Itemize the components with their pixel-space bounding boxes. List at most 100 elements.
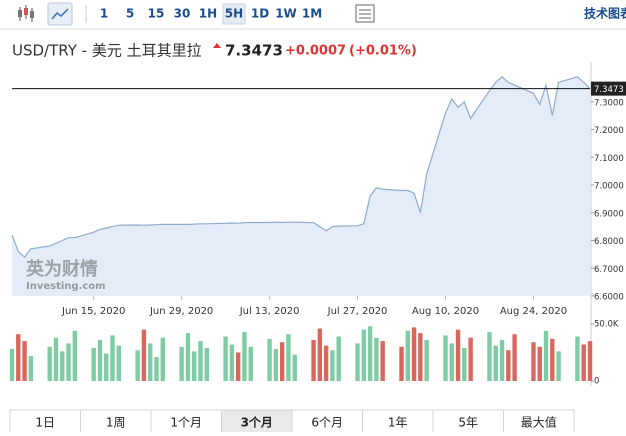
volume-bar [455,329,461,381]
volume-bar [66,343,71,381]
interval-button[interactable]: 1 [100,7,108,21]
volume-bar [22,341,27,381]
y-tick-label: 7.0000 [594,182,624,192]
interval-button[interactable]: 5 [126,7,134,21]
range-tab-selected[interactable] [221,409,293,435]
instrument-title: USD/TRY - 美元 土耳其里拉 [12,42,202,60]
x-tick-label: Jul 13, 2020 [239,306,300,317]
range-tabs: 1日 1周 1个月 3个月 6个月 1年 5年 最大值 [9,409,575,435]
range-tab-label[interactable]: 1年 [388,416,408,430]
volume-bar [581,344,586,381]
last-price: 7.3473 [225,42,283,60]
range-tab-label[interactable]: 最大值 [521,415,557,430]
price-area [12,76,590,296]
volume-bar [323,345,329,381]
y-tick-label: 6.8000 [594,237,624,247]
last-price-box [591,81,626,96]
volume-bar [185,333,191,381]
interval-button[interactable]: 30 [174,7,191,21]
volume-bar [543,330,549,381]
volume-bar [9,349,15,381]
chart: 6.6000 6.7000 6.8000 6.9000 7.0000 7.1000 7.20… [9,62,626,387]
range-tab[interactable] [503,409,575,435]
volume-bar [355,343,360,381]
range-tab[interactable] [150,409,222,435]
x-tick-label: Jun 15, 2020 [61,306,125,317]
volume-bar [279,342,285,381]
range-tab-label[interactable]: 1个月 [170,416,202,430]
volume-bar [47,346,52,381]
volume-bar [336,336,341,381]
volume-bar [424,339,429,381]
range-tab[interactable] [80,409,152,435]
last-price-label: 7.3473 [594,85,624,95]
volume-bar [367,326,373,381]
tech-chart-link[interactable]: 技术图表 [584,6,626,21]
volume-bar [273,349,279,381]
volume-bar [72,330,78,381]
y-tick-label: 6.7000 [594,265,624,275]
volume-bar [531,342,536,381]
table-icon[interactable] [355,4,375,23]
volume-bar [28,355,34,381]
volume-bar [449,343,454,381]
volume-bar [493,345,498,381]
volume-bar [110,335,115,381]
up-arrow [213,43,221,48]
range-tab-label[interactable]: 1周 [106,416,126,430]
volume-bar [575,336,580,381]
interval-button[interactable]: 15 [148,7,165,21]
interval-button[interactable]: 1M [302,7,322,21]
watermark-site: Investing.com [26,281,106,292]
volume-bar [91,347,96,381]
x-tick-label: Jul 27, 2020 [327,306,388,317]
volume-bar [53,337,59,381]
range-tab-label[interactable]: 5年 [458,416,478,430]
volume-bar [116,345,122,381]
range-tab-label[interactable]: 1日 [35,416,55,430]
volume-bar [587,341,593,381]
area-icon[interactable] [47,2,73,26]
volume-bar [104,353,109,381]
interval-button[interactable]: 1H [199,7,217,21]
volume-bar [235,352,241,381]
y-tick-label: 7.3000 [594,98,624,108]
volume-bar [418,333,423,381]
interval-bar: 1 5 15 30 1H 5H 1D 1W 1M [100,3,322,25]
interval-selected-bg [222,3,246,25]
x-tick-label: Jun 29, 2020 [149,306,213,317]
volume-bar [267,338,272,381]
volume-bar [317,328,323,381]
volume-bar [361,329,367,381]
candlestick-icon[interactable] [18,5,34,22]
y-tick-label: 6.9000 [594,209,624,219]
y-tick-label: 7.2000 [594,126,624,136]
volume-bar [191,351,197,381]
volume-bar [198,341,203,381]
range-tab-label[interactable]: 3个月 [241,415,273,430]
y-tick-label: 7.1000 [594,154,624,164]
watermark: 英为财情 Investing.com [25,258,106,292]
volume-bar [374,337,379,381]
price-line [11,76,591,258]
volume-bar [311,339,316,381]
volume-bar [154,357,159,381]
volume-bar [223,336,228,381]
interval-button[interactable]: 5H [225,7,243,21]
volume-bar [405,330,411,381]
volume-bar [411,327,417,381]
volume-bar [229,344,235,381]
range-tab-label[interactable]: 6个月 [311,416,343,430]
volume-bar [499,339,505,381]
price-change-pct: (+0.01%) [349,44,417,59]
volume-bar [60,351,65,381]
interval-button[interactable]: 1D [251,7,269,21]
volume-bar [487,331,492,381]
volume-bar [148,343,153,381]
interval-button[interactable]: 1W [275,7,297,21]
volume-bar [462,347,467,381]
range-tab[interactable] [362,409,434,435]
volume-bar [204,347,209,381]
volume-bar [141,329,147,381]
y-tick-label: 50.0K [594,320,619,330]
